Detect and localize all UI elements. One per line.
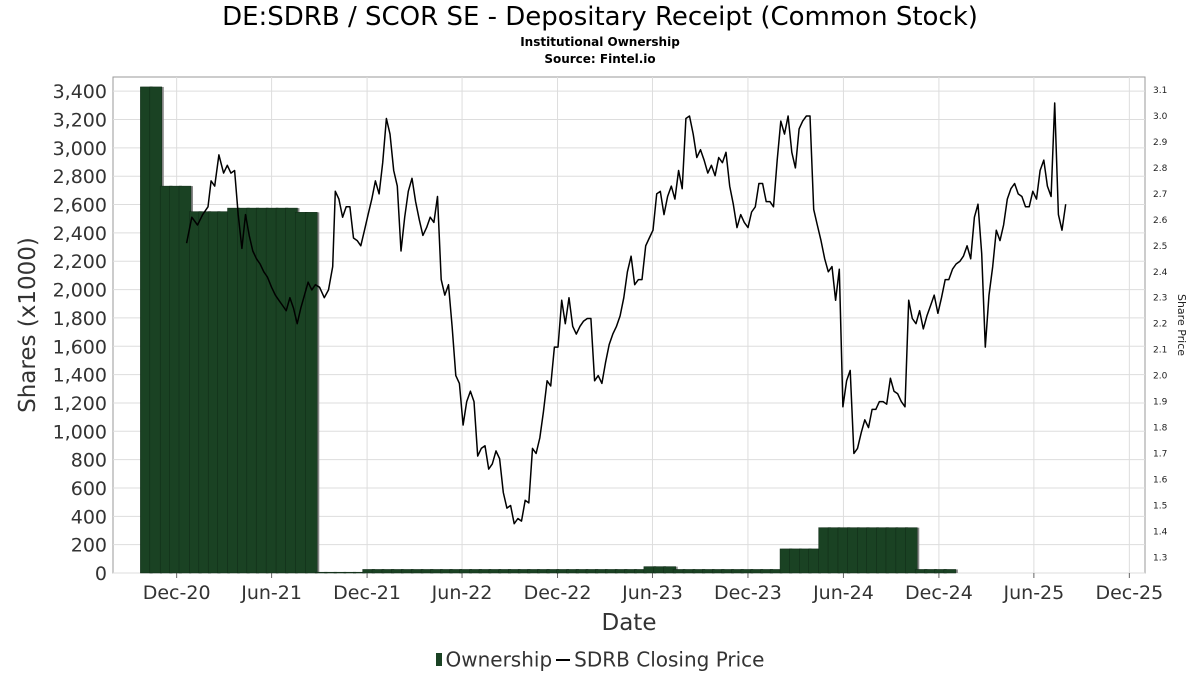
y2-tick-label: 1.4	[1153, 527, 1168, 537]
x-tick-label: Jun-21	[240, 582, 302, 604]
y-tick-label: 1,400	[53, 365, 107, 387]
y-tick-label: 3,400	[53, 81, 107, 103]
y-tick-label: 1,200	[53, 393, 107, 415]
x-axis-title: Date	[602, 610, 657, 636]
x-tick-label: Dec-20	[143, 582, 211, 604]
x-tick-label: Dec-24	[905, 582, 973, 604]
y-tick-label: 1,800	[53, 308, 107, 330]
legend-price-label[interactable]: SDRB Closing Price	[574, 647, 765, 672]
y-tick-label: 200	[71, 535, 107, 557]
x-tick-label: Jun-25	[1003, 582, 1065, 604]
x-tick-label: Dec-23	[714, 582, 782, 604]
y2-tick-label: 2.5	[1153, 242, 1167, 252]
y-tick-label: 800	[71, 450, 107, 472]
y2-tick-label: 2.0	[1153, 372, 1168, 382]
y-tick-label: 2,400	[53, 223, 107, 245]
price-line	[185, 102, 1067, 525]
y2-tick-label: 1.8	[1153, 424, 1168, 434]
x-tick-label: Jun-24	[812, 582, 874, 604]
y2-tick-label: 2.6	[1153, 216, 1168, 226]
y-tick-label: 2,800	[53, 166, 107, 188]
y2-tick-label: 3.1	[1153, 86, 1167, 96]
ownership-bar	[943, 569, 957, 574]
y-tick-label: 3,000	[53, 138, 107, 160]
legend-ownership-swatch	[435, 653, 442, 666]
y-tick-label: 2,200	[53, 251, 107, 273]
y-axis-title: Shares (x1000)	[15, 237, 41, 413]
y2-tick-label: 3.0	[1153, 112, 1168, 122]
legend-price-swatch	[556, 658, 571, 661]
legend: Ownership SDRB Closing Price	[0, 646, 1200, 672]
y2-tick-label: 2.7	[1153, 190, 1167, 200]
y-tick-label: 1,600	[53, 336, 107, 358]
y2-tick-label: 2.8	[1153, 164, 1168, 174]
x-tick-label: Dec-22	[524, 582, 592, 604]
y-tick-label: 1,000	[53, 421, 107, 443]
y2-tick-label: 1.9	[1153, 398, 1168, 408]
y-tick-label: 400	[71, 506, 107, 528]
legend-ownership-label[interactable]: Ownership	[445, 647, 553, 672]
x-tick-label: Jun-23	[621, 582, 683, 604]
y-tick-label: 2,600	[53, 195, 107, 217]
y2-tick-label: 1.3	[1153, 553, 1167, 563]
chart-subtitle: Institutional Ownership	[520, 35, 680, 49]
chart-title: DE:SDRB / SCOR SE - Depositary Receipt (…	[222, 2, 978, 32]
y-tick-label: 600	[71, 478, 107, 500]
ownership-bar	[305, 212, 318, 574]
y2-tick-label: 1.6	[1153, 476, 1168, 486]
chart-source: Source: Fintel.io	[544, 52, 656, 66]
y2-axis-title: Share Price	[1175, 294, 1188, 356]
y2-tick-label: 1.7	[1153, 450, 1167, 460]
x-tick-label: Dec-25	[1095, 582, 1163, 604]
y2-tick-label: 2.3	[1153, 294, 1167, 304]
x-tick-label: Jun-22	[431, 582, 493, 604]
y-tick-label: 3,200	[53, 110, 107, 132]
y-tick-label: 0	[95, 563, 107, 585]
y2-tick-label: 2.9	[1153, 138, 1168, 148]
y2-tick-label: 2.4	[1153, 268, 1168, 278]
y2-tick-label: 1.5	[1153, 501, 1167, 511]
x-tick-label: Dec-21	[333, 582, 401, 604]
y2-tick-label: 2.1	[1153, 346, 1167, 356]
y2-tick-label: 2.2	[1153, 320, 1167, 330]
y-tick-label: 2,000	[53, 280, 107, 302]
ownership-bar	[905, 527, 918, 574]
